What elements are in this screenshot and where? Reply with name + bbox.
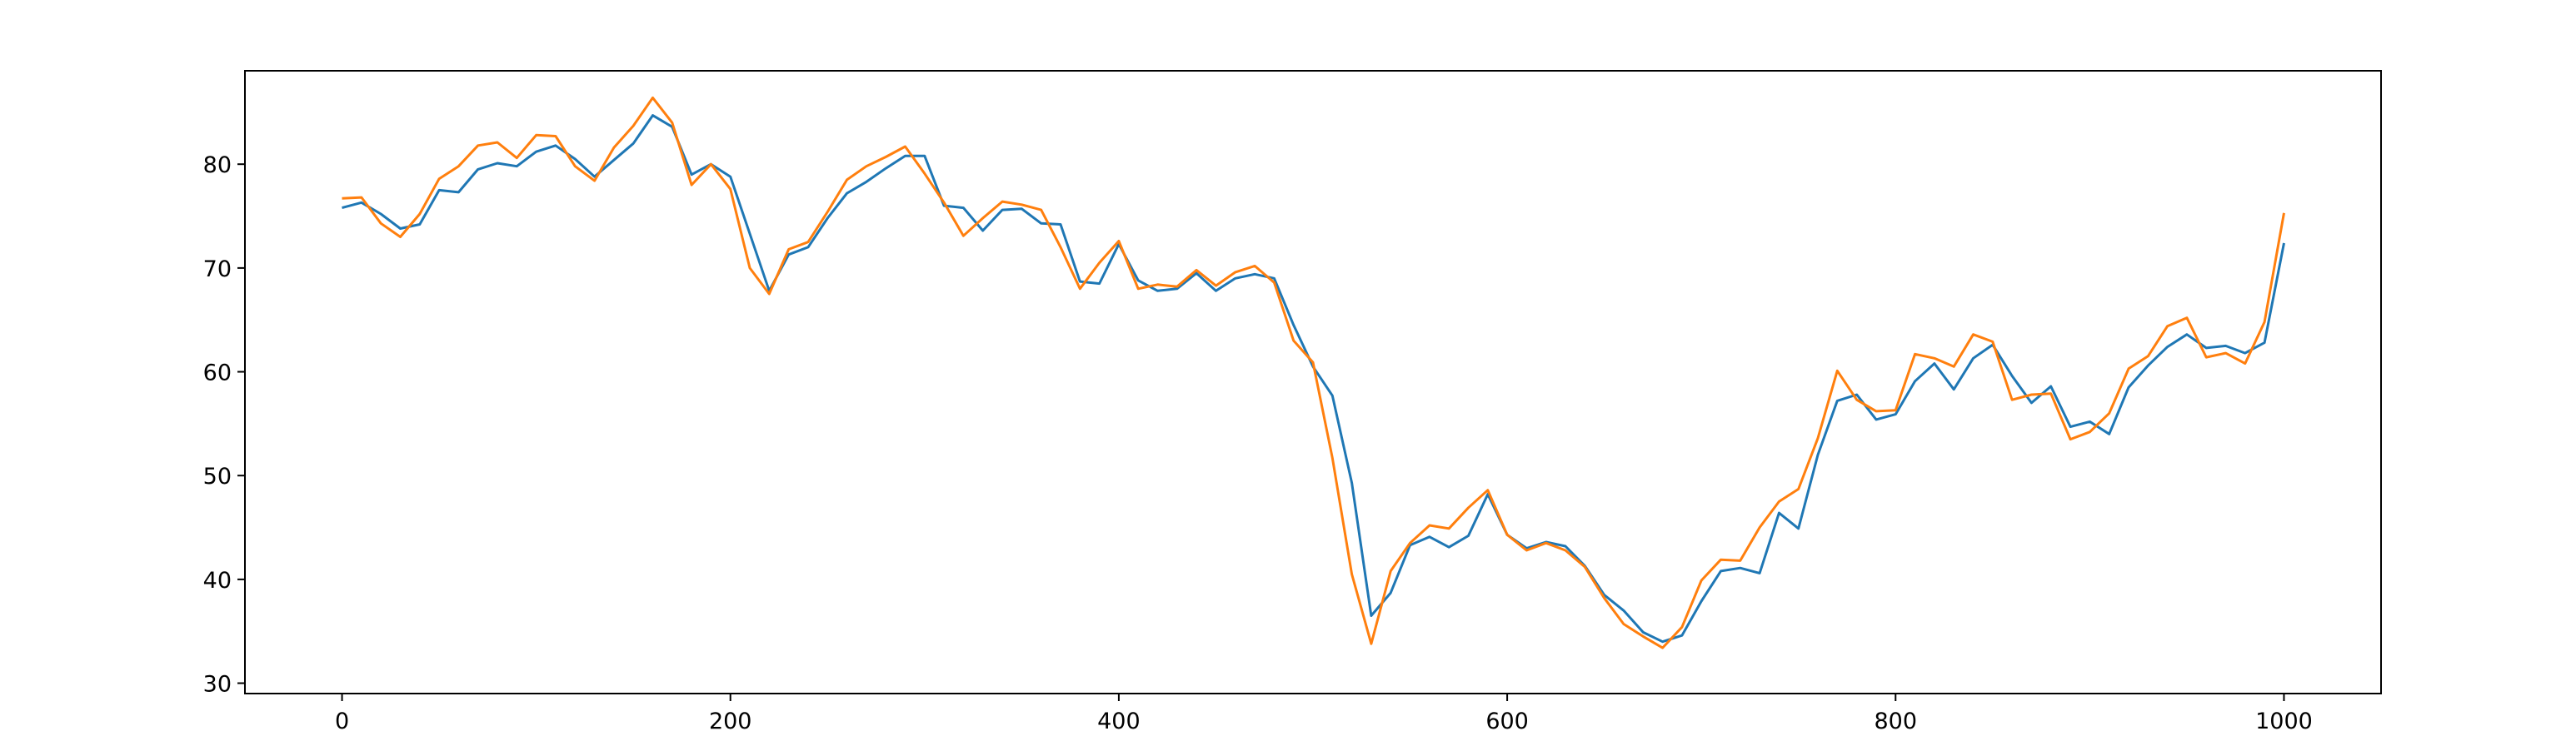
y-tick-label: 30 — [203, 672, 232, 698]
y-tick-label: 60 — [203, 361, 232, 386]
series-line-1 — [342, 114, 2285, 644]
y-tick-label: 70 — [203, 256, 232, 282]
y-axis: 30 40 50 60 70 80 — [203, 152, 245, 698]
x-tick-label: 1000 — [2255, 709, 2313, 734]
y-tick-label: 40 — [203, 568, 232, 594]
plot-frame — [244, 70, 2382, 694]
x-axis: 0 200 400 600 800 1000 — [335, 694, 2313, 734]
x-tick-label: 400 — [1097, 709, 1141, 734]
series-layer — [342, 96, 2285, 649]
x-tick-label: 600 — [1485, 709, 1529, 734]
x-tick-label: 800 — [1874, 709, 1917, 734]
y-tick-label: 50 — [203, 464, 232, 490]
series-line-2 — [342, 96, 2285, 649]
x-tick-label: 0 — [335, 709, 349, 734]
x-tick-label: 200 — [709, 709, 752, 734]
y-tick-label: 80 — [203, 152, 232, 178]
